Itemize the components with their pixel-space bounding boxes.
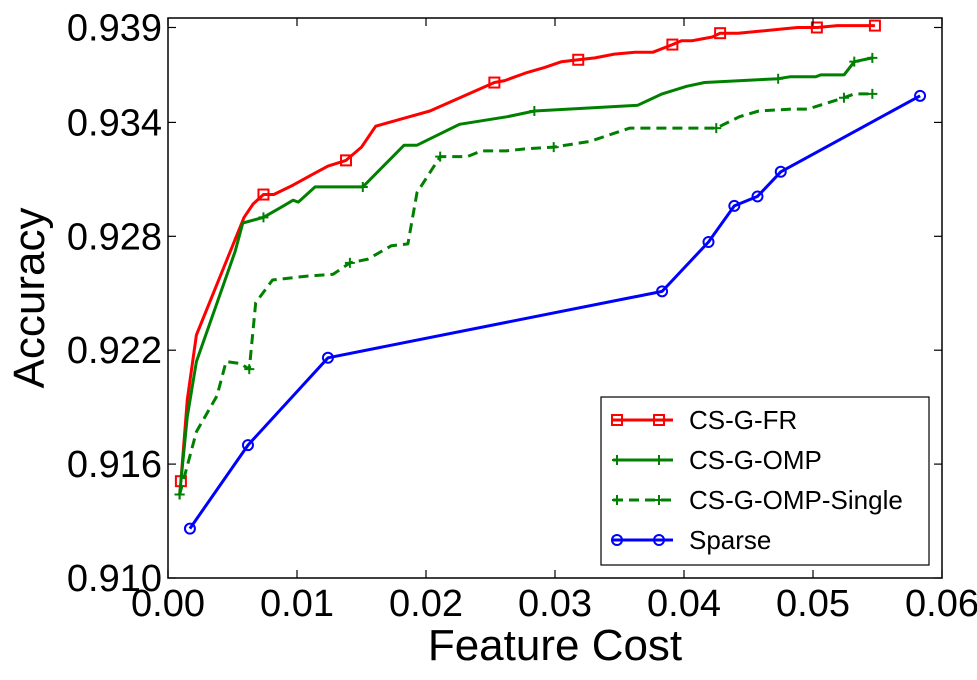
legend-item: CS-G-OMP [612, 445, 822, 475]
data-point [867, 52, 878, 63]
data-point [488, 76, 501, 89]
legend-item: CS-G-FR [611, 405, 797, 435]
data-point [344, 257, 355, 268]
x-tick-label: 0.05 [776, 583, 850, 625]
data-point [773, 73, 784, 84]
x-tick-label: 0.06 [905, 583, 977, 625]
x-tick-label: 0.02 [389, 583, 463, 625]
x-tick-label: 0.04 [647, 583, 721, 625]
data-point [529, 106, 540, 117]
data-point [340, 154, 353, 167]
legend: CS-G-FR CS-G-OMP CS-G-OMP-Single Sparse [600, 396, 930, 566]
legend-marker [611, 534, 623, 546]
legend-item: Sparse [611, 525, 771, 555]
data-point [728, 199, 741, 212]
data-point [244, 364, 255, 375]
data-point [711, 123, 722, 134]
data-point [810, 21, 823, 34]
legend-label: CS-G-OMP [689, 445, 822, 475]
legend-marker [612, 455, 622, 465]
legend-label: CS-G-FR [689, 405, 797, 435]
legend-marker [612, 495, 622, 505]
series-line [178, 92, 873, 495]
legend-item: CS-G-OMP-Single [612, 485, 903, 515]
series-sparse [183, 89, 927, 535]
data-point [838, 92, 849, 103]
legend-label: CS-G-OMP-Single [689, 485, 903, 515]
data-point [241, 439, 254, 452]
x-tick-label: 0.00 [131, 583, 205, 625]
data-point [183, 522, 196, 535]
y-axis-title: Accuracy [5, 208, 54, 389]
series-line [179, 24, 875, 482]
legend-marker [653, 414, 665, 426]
plot-area [174, 19, 927, 535]
axes: 0.00 0.01 0.02 0.03 0.04 0.05 0.06 0.910 0.916 0.… [67, 7, 977, 625]
legend-marker [654, 455, 664, 465]
data-point [257, 188, 270, 201]
y-tick-label: 0.939 [67, 7, 162, 49]
data-point [321, 351, 334, 364]
data-point [174, 489, 185, 500]
data-point [751, 190, 764, 203]
data-point [548, 142, 559, 153]
x-axis-title: Feature Cost [428, 621, 682, 670]
series-cs-g-fr [174, 19, 881, 488]
y-tick-label: 0.928 [67, 216, 162, 258]
legend-marker [654, 495, 664, 505]
data-point [914, 89, 927, 102]
data-point [714, 27, 727, 40]
x-tick-label: 0.01 [260, 583, 334, 625]
y-tick-label: 0.922 [67, 330, 162, 372]
legend-marker [611, 414, 623, 426]
data-point [774, 165, 787, 178]
y-tick-label: 0.916 [67, 444, 162, 486]
data-point [435, 151, 446, 162]
data-point [868, 19, 881, 32]
data-point [849, 56, 860, 67]
data-point [867, 88, 878, 99]
data-point [258, 212, 269, 223]
data-point [666, 38, 679, 51]
series-line [178, 56, 873, 495]
series-cs-g-omp-single [174, 88, 878, 500]
x-tick-label: 0.03 [518, 583, 592, 625]
data-point [702, 236, 715, 248]
y-tick-label: 0.910 [67, 558, 162, 600]
legend-marker [653, 534, 665, 546]
data-point [572, 53, 585, 66]
data-point [656, 285, 669, 298]
data-point [357, 181, 368, 192]
series-line [188, 94, 921, 530]
legend-label: Sparse [689, 525, 771, 555]
y-tick-label: 0.934 [67, 102, 162, 144]
series-cs-g-omp [174, 52, 878, 500]
